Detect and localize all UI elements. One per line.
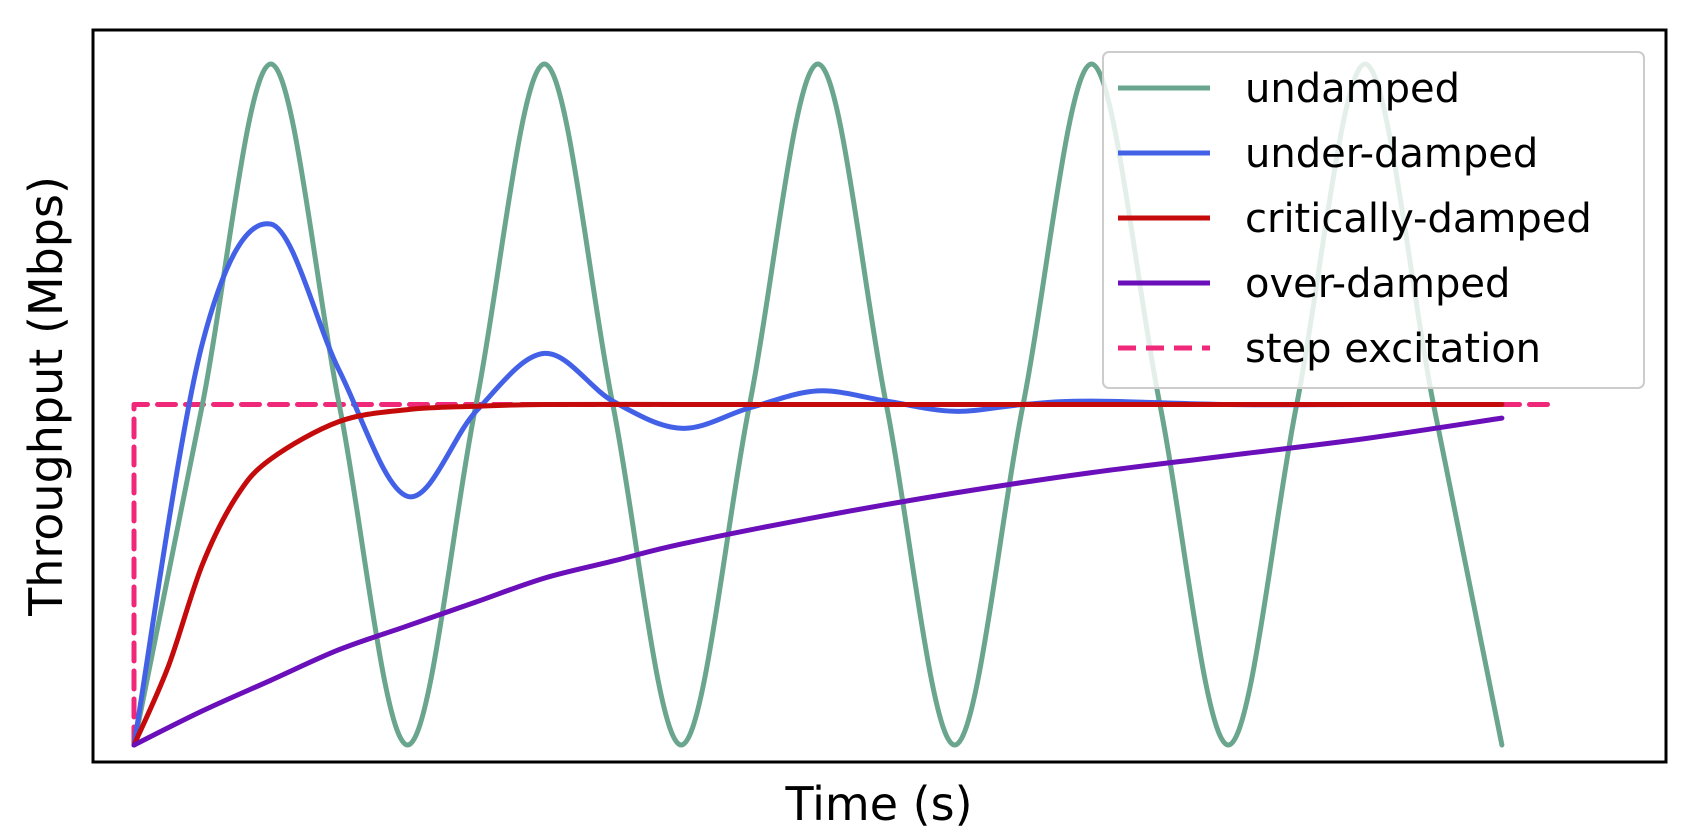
legend: undamped under-damped critically-damped ove… [1102, 51, 1645, 389]
plot-lines [131, 61, 1560, 748]
series-line-undamped [131, 61, 1505, 748]
series-line-under-damped [131, 221, 1505, 748]
legend-label-over-damped: over-damped [1245, 261, 1510, 307]
legend-label-step-excitation: step excitation [1245, 326, 1541, 372]
x-axis-label: Time (s) [784, 777, 972, 830]
series-line-over-damped [131, 415, 1505, 748]
legend-label-critically-damped: critically-damped [1245, 196, 1592, 242]
legend-frame [1102, 51, 1645, 389]
series-line-critically-damped [131, 401, 1505, 748]
y-axis-label: Throughput (Mbps) [19, 176, 73, 617]
legend-label-undamped: undamped [1245, 66, 1460, 112]
plot-frame [91, 28, 1668, 764]
legend-label-under-damped: under-damped [1245, 131, 1538, 177]
